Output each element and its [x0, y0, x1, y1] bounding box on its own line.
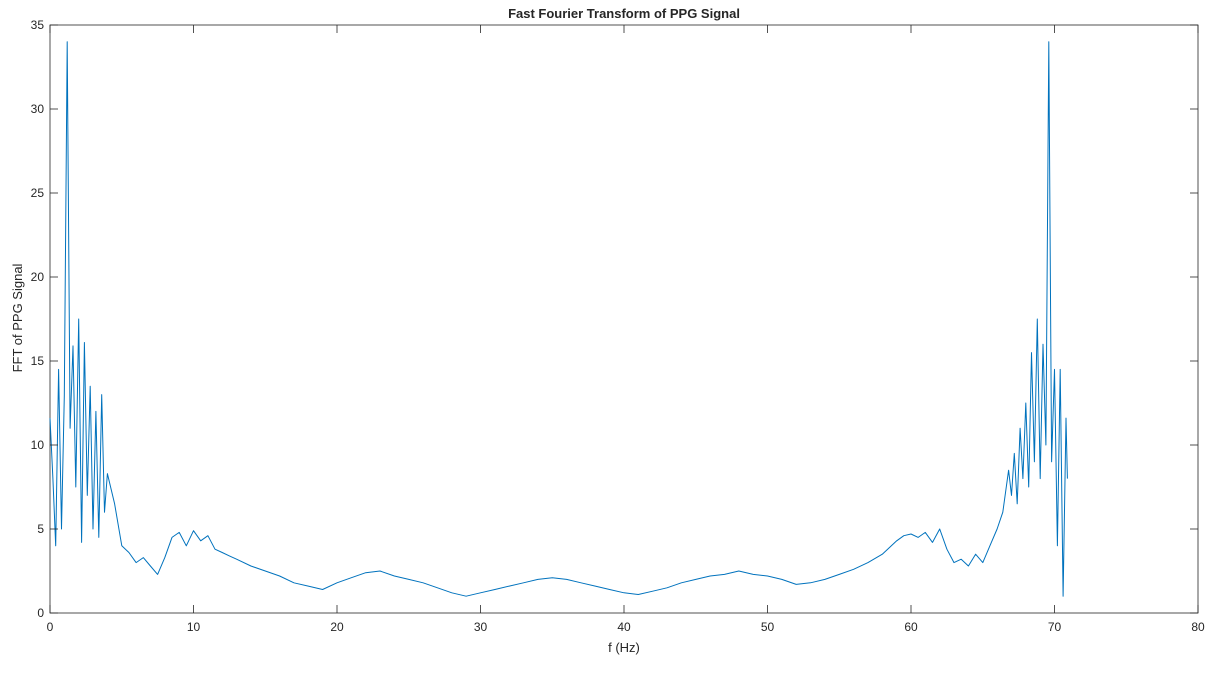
y-tick-label: 10 [31, 438, 45, 452]
x-tick-label: 0 [47, 620, 54, 634]
y-tick-label: 25 [31, 186, 45, 200]
x-axis-label: f (Hz) [608, 640, 640, 655]
y-tick-label: 0 [37, 606, 44, 620]
fft-series-line [49, 41, 1068, 597]
y-tick-label: 15 [31, 354, 45, 368]
y-tick-label: 5 [37, 522, 44, 536]
plot-border [49, 24, 1199, 614]
y-axis-label: FFT of PPG Signal [10, 263, 25, 372]
plot-frame [49, 24, 1199, 614]
x-tick-label: 60 [904, 620, 918, 634]
series-group [49, 41, 1068, 597]
y-axis-ticks: 0 5 10 15 20 25 30 35 [31, 18, 1198, 620]
x-axis-ticks: 0 10 20 30 40 50 60 70 80 [47, 25, 1205, 634]
x-tick-label: 80 [1191, 620, 1205, 634]
x-tick-label: 30 [474, 620, 488, 634]
y-tick-label: 30 [31, 102, 45, 116]
x-tick-label: 40 [617, 620, 631, 634]
y-tick-label: 35 [31, 18, 45, 32]
x-tick-label: 10 [187, 620, 201, 634]
chart-title: Fast Fourier Transform of PPG Signal [508, 6, 740, 21]
x-tick-label: 50 [761, 620, 775, 634]
y-tick-label: 20 [31, 270, 45, 284]
x-tick-label: 70 [1048, 620, 1062, 634]
x-tick-label: 20 [330, 620, 344, 634]
